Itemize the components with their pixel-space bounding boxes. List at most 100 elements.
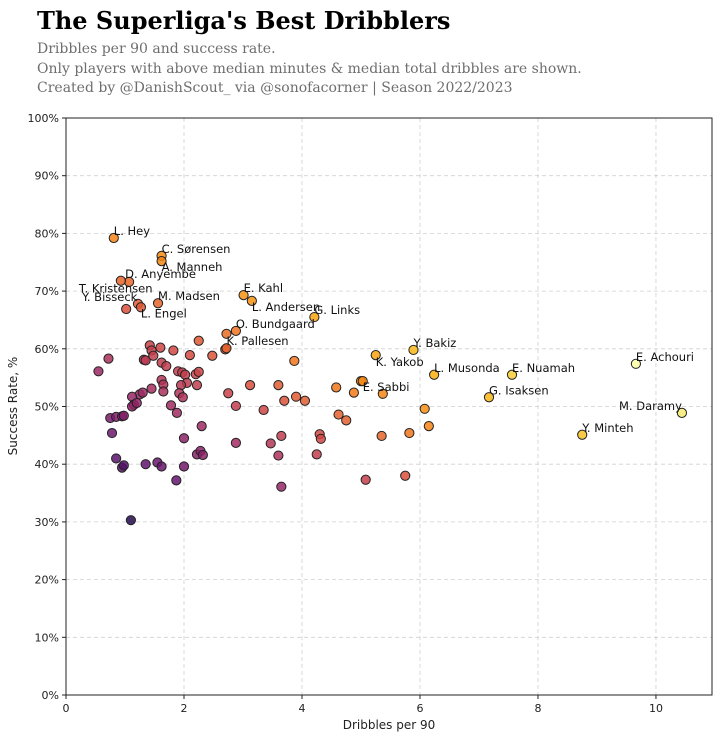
y-tick-label: 0% [42, 689, 59, 702]
point-label: O. Bundgaard [236, 317, 315, 331]
data-points [93, 232, 688, 526]
point-label: C. Sørensen [162, 242, 231, 256]
point-label: E. Achouri [636, 350, 694, 364]
data-point [289, 355, 300, 367]
y-tick-label: 80% [35, 227, 59, 240]
chart-title: The Superliga's Best Dribblers [37, 6, 451, 35]
data-point [140, 459, 151, 470]
point-label: Y. Bisseck [81, 290, 137, 304]
data-point [93, 366, 104, 377]
data-point [273, 380, 284, 391]
data-point-labeled [115, 275, 126, 286]
data-point [118, 460, 129, 471]
data-point-labeled [108, 232, 119, 244]
data-point-labeled [357, 376, 368, 387]
chart-subtitle-line-3: Created by @DanishScout_ via @sonofacorn… [37, 80, 513, 96]
data-point [360, 474, 371, 485]
point-label: E. Nuamah [512, 361, 575, 375]
data-point [140, 355, 151, 366]
data-point-labeled [370, 350, 381, 361]
data-point [165, 400, 177, 411]
data-point [207, 350, 218, 361]
data-point [106, 427, 118, 439]
axis-ticks: 0 2 4 6 8 100%10%20%30%40%50%60%70%80%90%100% [28, 112, 663, 715]
point-label: L. Hey [114, 224, 150, 238]
data-point [273, 450, 284, 461]
data-point [191, 380, 203, 391]
data-point [377, 388, 388, 399]
data-point [279, 395, 290, 406]
x-tick-label: 10 [649, 702, 663, 715]
data-point-labeled [309, 311, 320, 323]
data-point [156, 461, 167, 472]
data-point [376, 430, 387, 442]
data-point-labeled [230, 325, 242, 337]
data-point [171, 407, 183, 418]
data-point [178, 461, 190, 472]
y-tick-label: 30% [35, 516, 59, 529]
point-label: A. Manneh [162, 260, 223, 274]
data-point-labeled [506, 369, 518, 380]
data-point-labeled [221, 343, 232, 354]
x-axis-label: Dribbles per 90 [343, 718, 436, 732]
data-point-labeled [676, 407, 688, 418]
data-point [244, 380, 256, 391]
data-point [193, 335, 204, 346]
point-label: K. Pallesen [226, 334, 288, 348]
x-tick-label: 0 [63, 702, 70, 715]
point-label: E. Kahl [244, 281, 283, 295]
point-label: G. Isaksen [489, 383, 549, 397]
y-tick-label: 90% [35, 170, 59, 183]
point-label: Y. Bakiz [412, 336, 456, 350]
data-point [400, 470, 411, 481]
data-point-labeled [408, 344, 419, 356]
data-point [223, 388, 234, 399]
data-point [131, 397, 142, 409]
point-label: L. Andersen [252, 300, 320, 314]
data-point [197, 449, 208, 461]
point-label: E. Sabbi [363, 380, 410, 394]
data-point [184, 350, 195, 361]
data-point [111, 453, 122, 464]
data-point [230, 400, 242, 412]
point-label: M. Madsen [158, 289, 220, 303]
data-point [146, 383, 157, 394]
data-point [168, 345, 179, 356]
data-point-labeled [429, 369, 440, 380]
point-label: L. Musonda [434, 361, 500, 375]
data-point [178, 433, 190, 444]
y-tick-label: 10% [35, 631, 59, 644]
point-label: Y. Minteh [581, 421, 633, 435]
data-point [265, 438, 276, 449]
data-point-labeled [246, 295, 257, 307]
y-tick-label: 20% [35, 574, 59, 587]
data-point-labeled [121, 303, 132, 315]
data-point [299, 395, 311, 406]
data-point [276, 481, 287, 492]
data-point [148, 350, 159, 361]
chart-subtitle-line-2: Only players with above median minutes &… [37, 61, 582, 77]
data-point [193, 366, 204, 377]
data-point [423, 421, 434, 432]
x-tick-label: 2 [180, 702, 187, 715]
data-point-labeled [156, 255, 167, 267]
y-axis-label: Success Rate, % [6, 357, 20, 456]
data-point [404, 427, 415, 439]
point-label: L. Engel [141, 306, 187, 320]
data-point [177, 392, 188, 403]
point-label: G. Links [314, 303, 360, 317]
point-label: T. Kristensen [78, 282, 153, 296]
y-tick-label: 70% [35, 285, 59, 298]
data-point [315, 433, 326, 444]
data-point [419, 403, 430, 414]
data-point [331, 382, 342, 393]
data-point [290, 391, 302, 402]
data-point [230, 437, 242, 448]
data-point-labeled [152, 298, 164, 309]
x-tick-label: 6 [416, 702, 423, 715]
data-point-labeled [630, 358, 641, 369]
point-label: D. Anyembe [125, 267, 196, 281]
data-point [221, 328, 232, 339]
